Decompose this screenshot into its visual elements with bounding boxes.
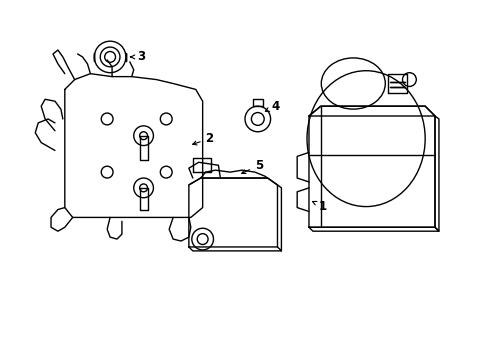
Text: 5: 5 — [241, 159, 263, 174]
Text: 1: 1 — [312, 200, 326, 213]
Text: 4: 4 — [265, 100, 279, 113]
Text: 2: 2 — [192, 132, 213, 145]
Text: 3: 3 — [130, 50, 144, 63]
